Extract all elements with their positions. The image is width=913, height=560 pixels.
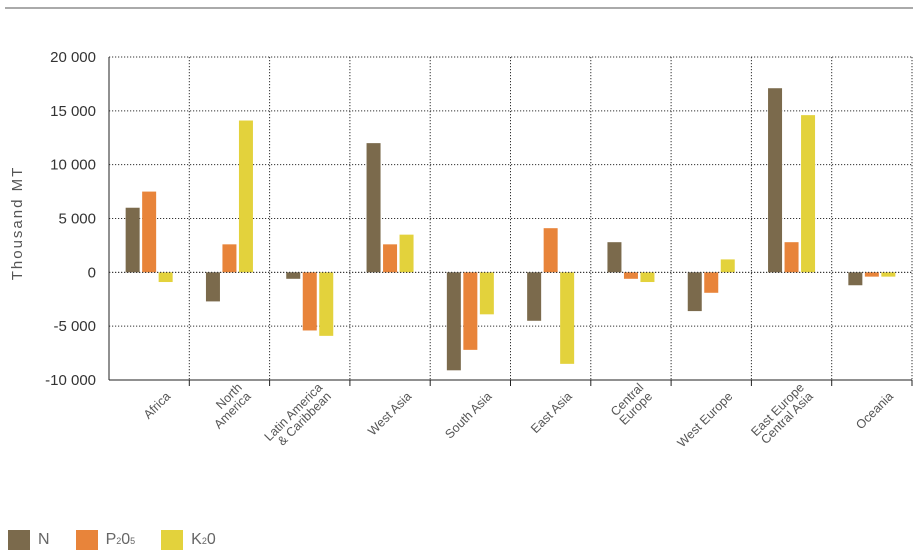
y-tick-label: 20 000 — [50, 49, 96, 66]
legend-swatch-n — [8, 530, 30, 550]
x-category-label: West Asia — [365, 389, 414, 438]
legend-swatch-p2o5 — [75, 530, 98, 550]
bar-k2o — [238, 120, 253, 273]
bar-k2o — [881, 272, 896, 277]
y-tick-label: 0 — [88, 264, 96, 281]
bar-p2o5 — [543, 228, 558, 273]
bar-n — [205, 272, 220, 302]
axes — [108, 57, 913, 386]
y-tick-label: 15 000 — [50, 103, 96, 120]
bar-p2o5 — [383, 244, 398, 273]
x-category-label: East Asia — [528, 389, 575, 436]
bar-k2o — [479, 272, 494, 315]
y-axis-label: Thousand MT — [9, 166, 26, 281]
legend-item-n: N — [8, 530, 50, 550]
y-tick-label: -10 000 — [45, 372, 96, 389]
bars — [125, 88, 896, 371]
bar-p2o5 — [784, 242, 799, 273]
x-category-label-line: East Asia — [528, 389, 575, 436]
x-category-label-line: West Europe — [675, 389, 736, 450]
x-category-label: Latin America& Caribbean — [262, 380, 334, 448]
bar-p2o5 — [864, 272, 879, 277]
bar-k2o — [640, 272, 655, 283]
y-tick-label: 10 000 — [50, 157, 96, 174]
bar-n — [607, 242, 622, 273]
bar-n — [286, 272, 301, 279]
bar-n — [366, 143, 381, 273]
bar-p2o5 — [704, 272, 719, 293]
x-category-label: Africa — [141, 389, 174, 422]
bar-n — [768, 88, 783, 273]
chart: 20 000 15 000 10 000 5 000 0 -5 000 -10 000 Af… — [5, 7, 913, 450]
bar-n — [446, 272, 461, 371]
bar-n — [125, 207, 140, 273]
bar-p2o5 — [463, 272, 478, 350]
bar-k2o — [560, 272, 575, 364]
bar-p2o5 — [623, 272, 638, 279]
x-category-label-line: Oceania — [853, 389, 896, 432]
x-category-label: Oceania — [853, 389, 896, 432]
x-category-label-line: Africa — [141, 389, 174, 422]
bar-n — [848, 272, 863, 286]
bar-k2o — [801, 115, 816, 273]
legend-label-n: N — [38, 531, 50, 548]
bar-n — [687, 272, 702, 312]
y-tick-labels: 20 000 15 000 10 000 5 000 0 -5 000 -10 000 — [45, 49, 96, 389]
grid — [109, 56, 913, 381]
x-category-label-line: West Asia — [365, 389, 414, 438]
legend-swatch-k2o — [161, 530, 184, 550]
bar-k2o — [399, 234, 414, 273]
x-category-label-line: South Asia — [442, 389, 494, 441]
bar-p2o5 — [142, 191, 157, 273]
bar-p2o5 — [302, 272, 317, 331]
bar-n — [527, 272, 542, 321]
y-tick-label: -5 000 — [53, 318, 96, 335]
y-tick-label: 5 000 — [58, 211, 96, 228]
bar-k2o — [158, 272, 173, 283]
bar-k2o — [319, 272, 334, 336]
x-category-label: South Asia — [442, 389, 494, 441]
bar-p2o5 — [222, 244, 237, 273]
bar-k2o — [720, 259, 735, 273]
x-category-label: West Europe — [675, 389, 736, 450]
